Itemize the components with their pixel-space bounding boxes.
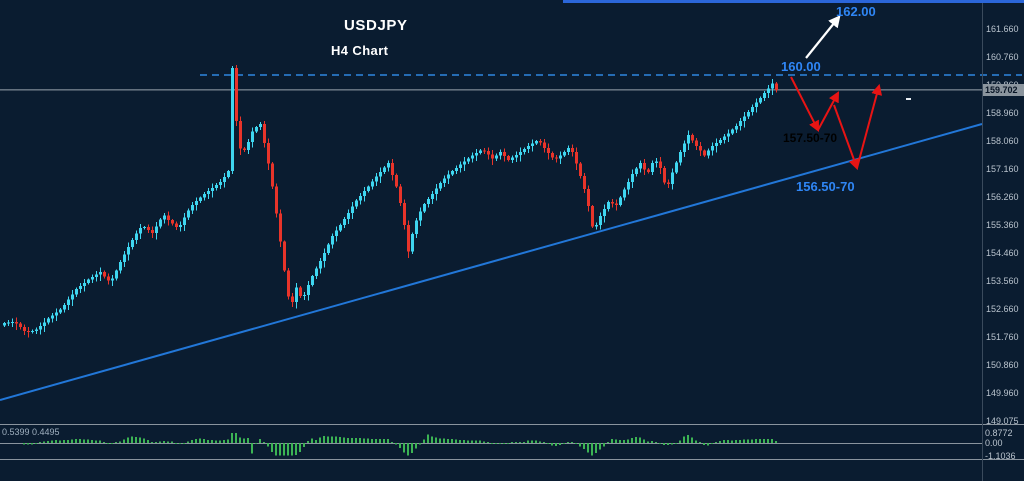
support-trendline (0, 123, 983, 401)
chart-title: USDJPY (344, 17, 408, 34)
price-axis-label: 158.060 (986, 135, 1019, 146)
window-top-border (563, 0, 1024, 3)
price-axis-label: 151.760 (986, 331, 1019, 342)
indicator-axis-label: 0.8772 (985, 427, 1013, 438)
price-axis-label: 157.160 (986, 163, 1019, 174)
price-axis-label: 160.760 (986, 52, 1019, 62)
indicator-histogram (23, 432, 777, 456)
price-axis-label: 156.260 (986, 191, 1019, 202)
indicator-values-label: 0.5399 0.4495 (2, 427, 60, 437)
price-axis-label: 152.660 (986, 303, 1019, 314)
price-axis-label: 154.460 (986, 247, 1019, 258)
price-axis-label: 149.960 (986, 387, 1019, 398)
price-axis-label: 153.560 (986, 275, 1019, 286)
resistance-price-label: 160.00 (781, 59, 821, 74)
white-target-arrow (805, 15, 841, 59)
support-zone-1-label: 157.50-70 (783, 131, 838, 145)
price-axis-label: 161.660 (986, 24, 1019, 34)
cursor-artifact (906, 98, 911, 100)
current-price-tag: 159.702 (983, 84, 1024, 97)
candlestick-series (3, 64, 778, 338)
price-axis-label: 158.960 (986, 107, 1019, 118)
price-axis-label: 149.075 (986, 415, 1019, 426)
price-axis-label: 150.860 (986, 359, 1019, 370)
indicator-axis-label: 0.00 (985, 438, 1003, 448)
support-zone-2-label: 156.50-70 (796, 179, 855, 194)
target-price-label: 162.00 (836, 4, 876, 19)
indicator-axis-label: -1.1036 (985, 450, 1016, 461)
red-projection-arrows (790, 76, 883, 171)
price-axis-label: 155.360 (986, 219, 1019, 230)
chart-subtitle: H4 Chart (331, 43, 389, 58)
